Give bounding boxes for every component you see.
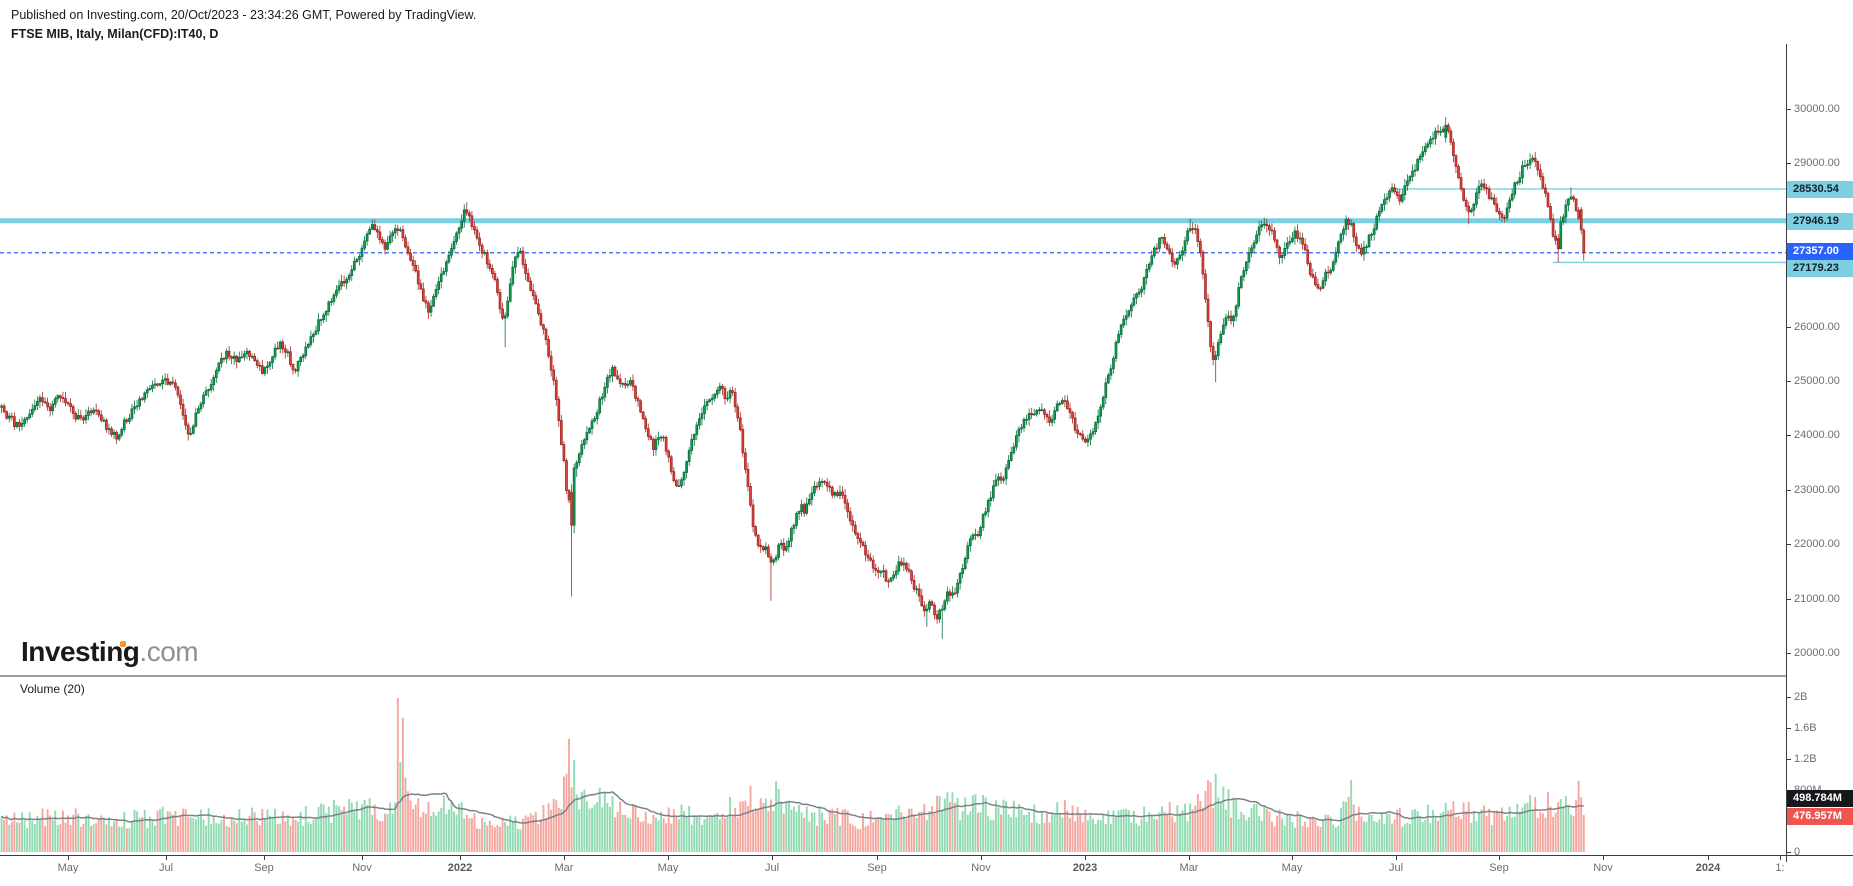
time-tick-label: 2024 (1695, 862, 1721, 874)
logo-suffix-text: .com (139, 636, 199, 667)
price-tick (1786, 544, 1791, 546)
time-tick (1780, 855, 1781, 860)
time-tick-label: Nov (352, 862, 372, 874)
price-tick-label: 25000.00 (1794, 375, 1840, 387)
time-tick-label: May (57, 862, 79, 874)
time-tick-label: Sep (1489, 862, 1509, 874)
time-tick-label: Jul (764, 862, 780, 874)
price-tick (1786, 653, 1791, 654)
time-tick-label: May (1281, 862, 1303, 874)
volume-tick (1786, 697, 1791, 698)
price-tick (1786, 326, 1791, 328)
time-tick (1292, 855, 1293, 860)
volume-tick (1786, 852, 1791, 853)
price-level-label: 27179.23 (1786, 260, 1853, 277)
volume-tick-label: 0 (1794, 846, 1801, 858)
price-tick-label: 23000.00 (1794, 483, 1840, 496)
time-tick (877, 855, 878, 860)
price-volume-chart[interactable] (0, 44, 1786, 855)
time-tick (772, 855, 773, 860)
time-tick-label: Sep (254, 862, 274, 874)
volume-tick-label: 1.2B (1794, 753, 1817, 765)
time-tick-label: 2023 (1072, 862, 1098, 874)
price-tick-label: 20000.00 (1794, 647, 1840, 659)
volume-indicator-label: Volume (20) (20, 682, 85, 696)
time-tick-label: Mar (1179, 862, 1199, 874)
price-level-label: 27357.00 (1786, 243, 1853, 260)
price-tick (1786, 598, 1791, 600)
price-tick-label: 24000.00 (1794, 429, 1840, 442)
time-tick (460, 855, 461, 860)
price-tick (1786, 163, 1791, 165)
price-tick-label: 21000.00 (1794, 592, 1840, 605)
published-line: Published on Investing.com, 20/Oct/2023 … (11, 8, 477, 22)
price-tick-label: 30000.00 (1794, 103, 1840, 115)
price-tick-label: 26000.00 (1794, 320, 1840, 333)
time-tick (1499, 855, 1500, 860)
price-axis-line (1786, 44, 1787, 862)
price-tick-label: 22000.00 (1794, 538, 1840, 551)
time-tick-label: 2022 (447, 862, 473, 874)
time-tick (564, 855, 565, 860)
time-tick-label: Sep (867, 862, 887, 874)
time-tick (1396, 855, 1397, 860)
time-tick-label: Jul (158, 862, 174, 874)
price-tick (1786, 381, 1791, 382)
time-tick-label: Nov (971, 862, 991, 874)
time-tick (981, 855, 982, 860)
time-tick-label: Mar (554, 862, 574, 874)
volume-tick-label: 2B (1794, 691, 1808, 703)
time-tick (1085, 855, 1086, 860)
volume-tick (1786, 728, 1791, 729)
time-tick-label: May (657, 862, 679, 874)
time-tick (166, 855, 167, 860)
price-level-label: 28530.54 (1786, 181, 1853, 198)
symbol-title: FTSE MIB, Italy, Milan(CFD):IT40, D (11, 27, 219, 41)
time-tick (362, 855, 363, 860)
volume-ma-label: 498.784M (1786, 790, 1853, 807)
time-tick (1603, 855, 1604, 860)
volume-tick (1786, 759, 1791, 760)
time-tick (668, 855, 669, 860)
logo-orange-dot-icon (120, 641, 126, 647)
price-tick (1786, 109, 1791, 110)
time-tick-label: Nov (1593, 862, 1613, 874)
time-tick-label: Jul (1388, 862, 1404, 874)
investing-logo: Investing.com (21, 636, 199, 668)
price-tick-label: 29000.00 (1794, 157, 1840, 170)
volume-value-label: 476.957M (1786, 808, 1853, 825)
price-tick (1786, 435, 1791, 437)
price-tick (1786, 489, 1791, 491)
price-level-label: 27946.19 (1786, 213, 1853, 230)
time-tick (264, 855, 265, 860)
time-tick-label: 1: (1775, 862, 1785, 874)
time-tick (1189, 855, 1190, 860)
volume-tick-label: 1.6B (1794, 722, 1817, 734)
time-axis-line (0, 855, 1853, 856)
time-tick (1708, 855, 1709, 860)
time-tick (68, 855, 69, 860)
